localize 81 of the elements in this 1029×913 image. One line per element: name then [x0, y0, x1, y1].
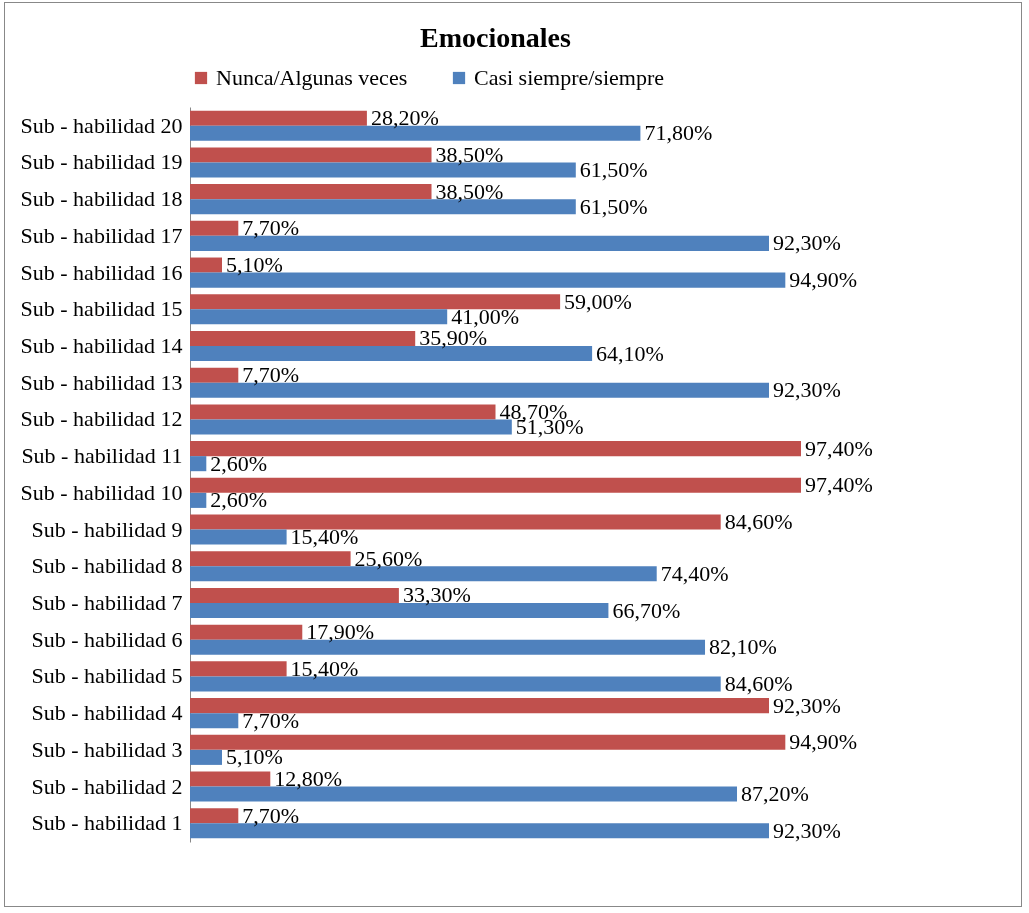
- data-label: 28,20%: [370, 105, 439, 131]
- bar: [190, 257, 222, 273]
- data-label: 41,00%: [451, 303, 520, 329]
- data-label: 5,10%: [225, 252, 283, 278]
- y-tick-label: Sub - habilidad 16: [20, 259, 183, 285]
- y-tick-label: Sub - habilidad 20: [20, 112, 183, 138]
- data-label: 87,20%: [741, 781, 809, 807]
- data-label: 64,10%: [596, 340, 664, 366]
- data-label: 94,90%: [789, 729, 858, 755]
- data-label: 38,50%: [435, 141, 504, 167]
- data-label: 97,40%: [805, 472, 873, 498]
- y-tick-label: Sub - habilidad 8: [31, 553, 183, 579]
- legend-label: Nunca/Algunas veces: [216, 65, 408, 90]
- data-label: 82,10%: [709, 634, 777, 660]
- bar: [190, 147, 432, 163]
- data-label: 2,60%: [210, 450, 268, 476]
- data-label: 84,60%: [724, 509, 793, 535]
- data-label: 38,50%: [435, 178, 504, 204]
- y-tick-label: Sub - habilidad 6: [31, 626, 183, 652]
- data-label: 71,80%: [644, 120, 713, 146]
- bar: [190, 220, 239, 236]
- y-tick-label: Sub - habilidad 17: [20, 222, 183, 248]
- y-tick-label: Sub - habilidad 13: [20, 369, 183, 395]
- bar: [190, 367, 239, 383]
- data-label: 61,50%: [579, 193, 648, 219]
- bar: [190, 624, 303, 640]
- y-tick-label: Sub - habilidad 2: [31, 773, 183, 799]
- data-label: 97,40%: [805, 435, 873, 461]
- bar: [190, 404, 496, 420]
- data-label: 74,40%: [660, 560, 729, 586]
- bar: [190, 477, 801, 493]
- chart-title: Emocionales: [420, 22, 572, 53]
- bar: [190, 456, 207, 472]
- data-label: 61,50%: [579, 156, 648, 182]
- data-label: 2,60%: [210, 487, 268, 513]
- legend-label: Casi siempre/siempre: [474, 65, 665, 90]
- data-label: 59,00%: [564, 288, 632, 314]
- data-label: 7,70%: [242, 215, 300, 241]
- bar: [190, 587, 399, 603]
- y-tick-label: Sub - habilidad 10: [20, 479, 183, 505]
- bar: [190, 492, 207, 508]
- y-tick-label: Sub - habilidad 12: [20, 406, 183, 432]
- bar: [190, 808, 239, 824]
- bar: [190, 441, 801, 457]
- bar: [190, 330, 416, 346]
- y-tick-label: Sub - habilidad 15: [20, 296, 183, 322]
- bar: [190, 309, 448, 325]
- data-label: 33,30%: [402, 582, 471, 608]
- data-label: 7,70%: [242, 362, 300, 388]
- bar: [190, 551, 351, 567]
- y-tick-label: Sub - habilidad 19: [20, 149, 183, 175]
- y-tick-label: Sub - habilidad 7: [31, 590, 183, 615]
- y-tick-label: Sub - habilidad 4: [31, 700, 183, 726]
- bar: [190, 713, 239, 729]
- data-label: 92,30%: [773, 230, 841, 256]
- data-label: 7,70%: [242, 802, 300, 828]
- data-label: 66,70%: [612, 597, 681, 623]
- bar: [190, 529, 287, 545]
- y-tick-label: Sub - habilidad 11: [21, 443, 183, 469]
- bar: [190, 294, 561, 310]
- y-tick-label: Sub - habilidad 9: [31, 516, 183, 542]
- y-tick-label: Sub - habilidad 3: [31, 736, 183, 762]
- y-tick-label: Sub - habilidad 14: [20, 333, 183, 358]
- bar: [190, 771, 271, 787]
- data-label: 92,30%: [773, 817, 841, 843]
- bar: [190, 184, 432, 200]
- data-label: 17,90%: [306, 619, 375, 645]
- data-label: 92,30%: [773, 377, 841, 403]
- y-tick-label: Sub - habilidad 5: [31, 663, 183, 689]
- bar: [190, 603, 609, 619]
- data-label: 15,40%: [290, 655, 359, 681]
- data-label: 94,90%: [789, 267, 858, 293]
- bar: [190, 514, 721, 530]
- bar: [190, 749, 222, 765]
- y-tick-label: Sub - habilidad 1: [31, 810, 183, 836]
- bar: [190, 661, 287, 677]
- bar: [190, 698, 770, 714]
- data-label: 7,70%: [242, 707, 300, 733]
- bar: [190, 734, 786, 750]
- y-tick-label: Sub - habilidad 18: [20, 186, 183, 212]
- bar: [190, 110, 367, 126]
